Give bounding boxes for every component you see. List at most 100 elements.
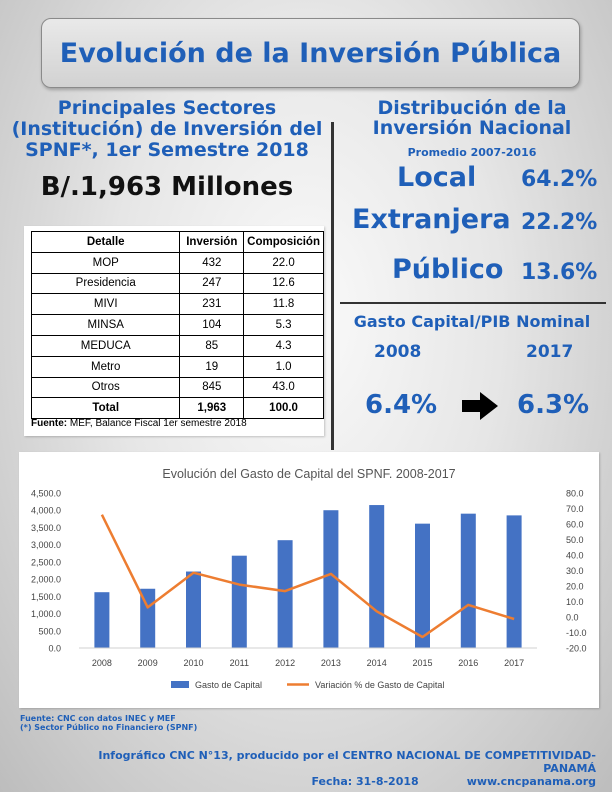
x-tick-label: 2017 xyxy=(504,658,524,668)
table-row: MOP 432 22.0 xyxy=(30,251,324,274)
y-tick-label: 0.0 xyxy=(48,644,61,654)
page-title: Evolución de la Inversión Pública xyxy=(59,37,562,69)
y-tick-label: 1,000.0 xyxy=(31,609,61,619)
distribution-value-extranjera: 22.2% xyxy=(521,210,598,235)
table-row: MIVI 231 11.8 xyxy=(30,293,324,316)
sector-table-panel: Detalle Inversión Composición MOP 432 22… xyxy=(24,226,324,436)
y-tick-label: 3,500.0 xyxy=(31,523,61,533)
gasto-capital-chart: Evolución del Gasto de Capital del SPNF.… xyxy=(19,452,599,708)
chart-bar xyxy=(506,515,522,648)
legend-bar-swatch xyxy=(171,681,189,688)
sectors-heading-line-2: (Institución) de Inversión del xyxy=(11,118,323,140)
cell-detalle: MEDUCA xyxy=(30,334,181,357)
x-tick-label: 2015 xyxy=(412,658,432,668)
sectors-heading-line-3: SPNF*, 1er Semestre 2018 xyxy=(25,139,309,161)
distribution-label-extranjera: Extranjera xyxy=(352,204,511,235)
table-row: MINSA 104 5.3 xyxy=(30,314,324,336)
vertical-divider xyxy=(331,122,334,450)
table-source: Fuente: MEF, Balance Fiscal 1er semestre… xyxy=(31,418,247,429)
cell-composicion: 4.3 xyxy=(243,334,324,357)
cell-detalle: MOP xyxy=(30,251,181,274)
cell-detalle: Presidencia xyxy=(30,272,181,295)
distribution-value-publico: 13.6% xyxy=(521,260,598,285)
distribution-value-local: 64.2% xyxy=(521,167,598,192)
cell-composicion: 5.3 xyxy=(243,314,324,336)
x-tick-label: 2013 xyxy=(321,658,341,668)
credit-line: Infográfico CNC N°13, producido por el C… xyxy=(98,749,596,775)
sectors-heading-line-1: Principales Sectores xyxy=(57,97,277,119)
table-source-text: MEF, Balance Fiscal 1er semestre 2018 xyxy=(67,418,247,429)
cell-inversion: 19 xyxy=(179,355,245,378)
y2-tick-label: 80.0 xyxy=(566,489,584,499)
chart-bar xyxy=(460,513,476,648)
table-row: Otros 845 43.0 xyxy=(30,376,324,399)
distribution-heading: Distribución de la Inversión Nacional xyxy=(340,98,604,138)
cell-composicion: 1.0 xyxy=(243,355,324,378)
x-tick-label: 2010 xyxy=(183,658,203,668)
y2-tick-label: 30.0 xyxy=(566,566,584,576)
cell-detalle: Otros xyxy=(30,376,181,399)
y2-tick-label: 50.0 xyxy=(566,535,584,545)
chart-bar xyxy=(369,505,385,648)
y-tick-label: 3,000.0 xyxy=(31,540,61,550)
y2-tick-label: 40.0 xyxy=(566,551,584,561)
gasto-capital-heading: Gasto Capital/PIB Nominal xyxy=(353,312,591,331)
distribution-label-local: Local xyxy=(397,162,477,193)
table-header-row: Detalle Inversión Composición xyxy=(30,231,324,253)
right-arrow-icon xyxy=(462,392,498,420)
total-investment-amount: B/.1,963 Millones xyxy=(40,172,294,202)
header-composicion: Composición xyxy=(243,231,324,253)
cell-composicion: 11.8 xyxy=(243,293,324,316)
y2-tick-label: 10.0 xyxy=(566,597,584,607)
sectors-heading: Principales Sectores (Institución) de In… xyxy=(8,98,326,161)
x-tick-label: 2009 xyxy=(138,658,158,668)
y2-tick-label: 60.0 xyxy=(566,520,584,530)
cell-composicion: 43.0 xyxy=(243,376,324,399)
cell-total-label: Total xyxy=(30,397,181,420)
table-source-label: Fuente: xyxy=(31,418,68,429)
y-tick-label: 4,000.0 xyxy=(31,506,61,516)
header-detalle: Detalle xyxy=(30,231,181,253)
cell-inversion: 231 xyxy=(179,293,245,316)
table-row: Metro 19 1.0 xyxy=(30,355,324,378)
y-tick-label: 2,000.0 xyxy=(31,575,61,585)
cell-inversion: 85 xyxy=(179,334,245,357)
gasto-year-end: 2017 xyxy=(526,342,574,362)
gasto-year-start: 2008 xyxy=(374,342,422,362)
chart-series-line xyxy=(100,514,515,639)
cell-composicion: 22.0 xyxy=(243,251,324,274)
chart-svg: Evolución del Gasto de Capital del SPNF.… xyxy=(31,467,587,690)
cell-total-inversion: 1,963 xyxy=(179,397,245,420)
y2-tick-label: 20.0 xyxy=(566,582,584,592)
table-row: MEDUCA 85 4.3 xyxy=(30,334,324,357)
x-tick-label: 2008 xyxy=(92,658,112,668)
chart-bar xyxy=(231,555,247,648)
x-tick-label: 2014 xyxy=(367,658,387,668)
x-tick-label: 2012 xyxy=(275,658,295,668)
sector-investment-table: Detalle Inversión Composición MOP 432 22… xyxy=(30,231,324,420)
cell-inversion: 432 xyxy=(179,251,245,274)
legend-line-label: Variación % de Gasto de Capital xyxy=(315,680,444,690)
gasto-value-start: 6.4% xyxy=(365,390,438,420)
chart-bar xyxy=(186,571,201,648)
cell-detalle: MIVI xyxy=(30,293,181,316)
cell-composicion: 12.6 xyxy=(243,272,324,295)
chart-bar xyxy=(323,510,339,648)
distribution-heading-line-1: Distribución de la xyxy=(377,97,567,119)
distribution-heading-line-2: Inversión Nacional xyxy=(372,117,572,139)
x-tick-label: 2011 xyxy=(230,658,249,668)
y2-tick-label: 70.0 xyxy=(566,504,584,514)
gasto-value-end: 6.3% xyxy=(517,390,590,420)
credit-date-line: Fecha: 31-8-2018 www.cncpanama.org xyxy=(96,775,596,788)
footnote-source: Fuente: CNC con datos INEC y MEF xyxy=(20,714,176,723)
chart-bar xyxy=(277,540,293,648)
footnote-spnf: (*) Sector Público no Financiero (SPNF) xyxy=(20,723,198,732)
table-row: Presidencia 247 12.6 xyxy=(30,272,324,295)
chart-title: Evolución del Gasto de Capital del SPNF.… xyxy=(162,467,455,481)
cell-inversion: 247 xyxy=(179,272,245,295)
cell-detalle: Metro xyxy=(30,355,181,378)
header-inversion: Inversión xyxy=(179,231,245,253)
y-tick-label: 1,500.0 xyxy=(31,592,61,602)
chart-bar xyxy=(94,592,110,648)
credit-website: www.cncpanama.org xyxy=(466,775,596,788)
